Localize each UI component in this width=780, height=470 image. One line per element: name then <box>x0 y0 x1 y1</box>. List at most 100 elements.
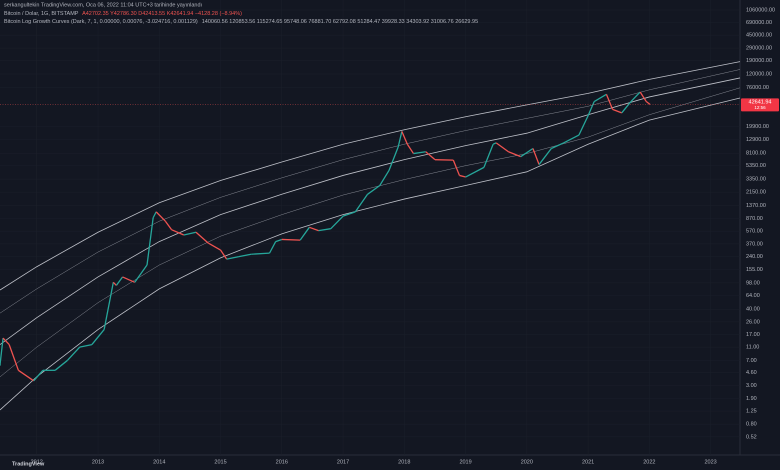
price-segment <box>367 184 381 195</box>
x-tick-label: 2020 <box>521 459 533 465</box>
price-segment <box>183 231 197 236</box>
price-segment <box>612 108 623 114</box>
price-segment <box>483 143 494 168</box>
y-tick-label: 370.00 <box>746 241 763 247</box>
price-segment <box>532 148 540 165</box>
price-segment <box>226 255 240 260</box>
y-tick-label: 870.00 <box>746 216 763 222</box>
x-tick-label: 2016 <box>276 459 288 465</box>
y-tick-label: 0.80 <box>746 422 757 428</box>
price-segment <box>219 249 228 260</box>
y-tick-label: 4.60 <box>746 370 757 376</box>
y-tick-label: 12900.00 <box>746 137 769 143</box>
y-tick-label: 5350.00 <box>746 163 766 169</box>
price-segment <box>171 229 185 236</box>
price-segment <box>459 174 466 178</box>
price-segment <box>309 226 319 232</box>
price-segment <box>587 101 595 116</box>
indicator-values: 140060.56 120853.56 115274.65 95748.06 7… <box>202 19 478 25</box>
price-segment <box>268 241 277 254</box>
price-segment <box>112 281 117 286</box>
y-tick-label: 11.00 <box>746 345 759 351</box>
price-segment <box>299 226 310 241</box>
price-segment <box>8 344 19 371</box>
price-segment <box>195 231 209 244</box>
price-label: 42641.94 <box>749 99 772 105</box>
x-tick-label: 2015 <box>214 459 226 465</box>
price-segment <box>406 143 415 154</box>
y-tick-label: 120000.00 <box>746 71 772 77</box>
price-segment <box>413 151 426 155</box>
y-tick-label: 190000.00 <box>746 58 772 64</box>
y-tick-label: 1370.00 <box>746 203 766 209</box>
price-segment <box>134 264 148 283</box>
price-segment <box>508 151 521 158</box>
price-segment <box>645 101 651 105</box>
price-segment <box>330 215 344 230</box>
price-segment <box>281 238 301 241</box>
y-tick-label: 570.00 <box>746 229 763 235</box>
price-segment <box>354 193 369 213</box>
price-segment <box>465 166 485 178</box>
y-tick-label: 40.00 <box>746 307 760 313</box>
y-tick-label: 0.52 <box>746 434 757 440</box>
price-segment <box>630 91 641 102</box>
growth-curve <box>0 69 741 314</box>
price-segment <box>452 159 461 176</box>
indicator: Bitcoin Log Growth Curves (Dark, 7, 1, 0… <box>4 19 198 25</box>
growth-curve <box>0 61 741 291</box>
price-label-box <box>741 98 779 112</box>
price-segment <box>495 142 509 153</box>
price-segment <box>639 91 647 102</box>
y-tick-label: 240.00 <box>746 254 763 260</box>
y-tick-label: 76000.00 <box>746 85 769 91</box>
price-segment <box>379 170 390 186</box>
price-segment <box>578 115 589 136</box>
price-segment <box>66 346 81 361</box>
x-tick-label: 2014 <box>153 459 165 465</box>
published-note: serkangultekin TradingView.com, Oca 06, … <box>4 2 202 8</box>
symbol-line: Bitcoin / Dolar, 1G, BITSTAMP A42702.35 Y… <box>4 11 242 17</box>
price-segment <box>152 211 157 219</box>
y-tick-label: 3.00 <box>746 383 757 389</box>
price-segment <box>563 134 580 144</box>
y-tick-label: 290000.00 <box>746 46 772 52</box>
price-segment <box>251 252 270 255</box>
price-segment <box>91 329 105 346</box>
growth-curve <box>0 87 741 378</box>
ohlc: A42702.35 Y42786.30 D42413.55 K42641.94 … <box>82 11 242 17</box>
price-segment <box>164 220 173 231</box>
price-segment <box>593 93 607 103</box>
price-segment <box>605 94 614 110</box>
y-tick-label: 2150.00 <box>746 190 766 196</box>
y-tick-label: 3350.00 <box>746 177 766 183</box>
price-segment <box>342 211 356 217</box>
price-segment <box>397 131 403 148</box>
price-segment <box>122 276 136 283</box>
price-segment <box>115 276 124 286</box>
x-tick-label: 2012 <box>31 459 43 465</box>
x-tick-label: 2019 <box>459 459 471 465</box>
y-tick-label: 450000.00 <box>746 33 772 39</box>
x-tick-label: 2022 <box>643 459 655 465</box>
y-tick-label: 7.00 <box>746 358 757 364</box>
price-segment <box>146 217 154 266</box>
y-tick-label: 1.90 <box>746 396 757 402</box>
plot <box>0 61 741 411</box>
x-tick-label: 2021 <box>582 459 594 465</box>
y-tick-label: 19900.00 <box>746 124 769 130</box>
indicator-line: Bitcoin Log Growth Curves (Dark, 7, 1, 0… <box>4 19 478 25</box>
y-tick-label: 1.25 <box>746 408 757 414</box>
brand: TradingView <box>12 461 45 467</box>
price-segment <box>103 282 114 330</box>
y-tick-label: 17.00 <box>746 332 760 338</box>
price-segment <box>388 146 399 171</box>
growth-curve <box>0 97 741 411</box>
price-segment <box>0 337 4 366</box>
price-segment <box>275 238 283 243</box>
price-segment <box>2 337 10 346</box>
price-segment <box>18 369 35 382</box>
price-segment <box>551 142 564 150</box>
price-segment <box>79 343 93 348</box>
